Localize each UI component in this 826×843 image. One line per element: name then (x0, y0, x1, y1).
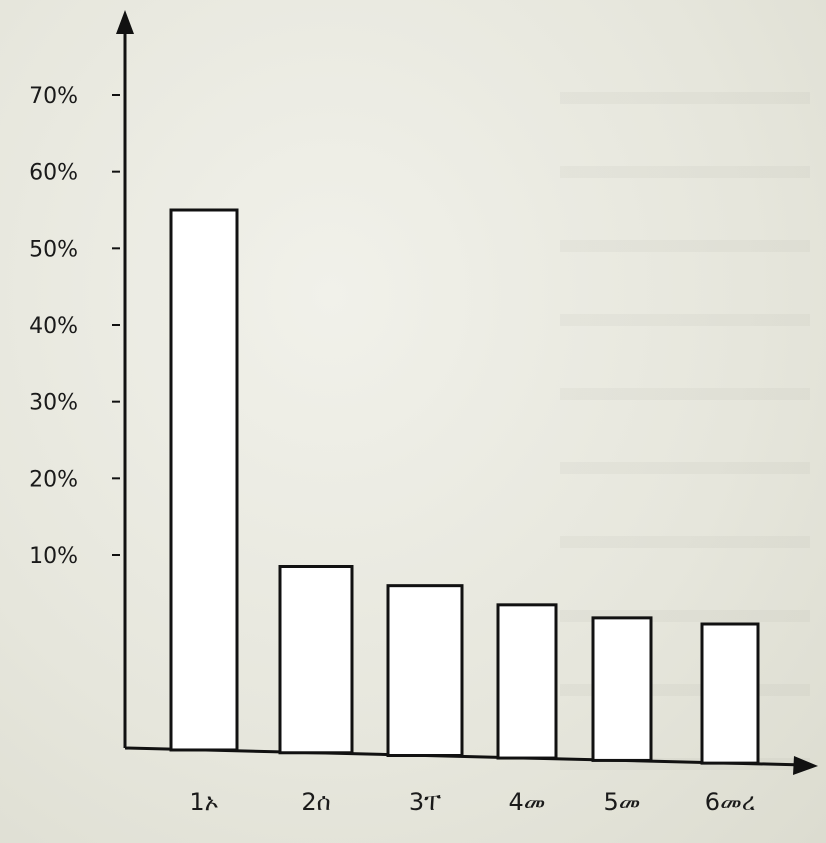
bar (700, 622, 760, 765)
x-tick-label: 6መረ (705, 788, 755, 816)
x-tick-label: 4መ (509, 788, 546, 816)
x-labels: 1ኦ 2ሰ 3ፐ 4መ 5መ 6መረ (189, 788, 755, 816)
bar (591, 616, 653, 762)
x-tick-label: 3ፐ (409, 788, 441, 816)
y-tick-label: 20% (29, 467, 78, 492)
x-axis-arrow (793, 756, 818, 775)
y-axis-arrow (116, 10, 134, 34)
bar (386, 584, 464, 758)
y-tick-label: 70% (29, 84, 78, 109)
x-tick-label: 5መ (604, 788, 641, 816)
x-tick-label: 1ኦ (189, 788, 218, 816)
bar (169, 208, 239, 752)
bar (278, 565, 354, 755)
y-tick-label: 60% (29, 161, 78, 186)
y-tick-label: 30% (29, 391, 78, 416)
y-tick-label: 40% (29, 314, 78, 339)
y-tick-label: 50% (29, 237, 78, 262)
x-tick-label: 2ሰ (301, 788, 330, 816)
y-tick-label: 10% (29, 544, 78, 569)
bars (169, 208, 760, 765)
y-ticks: 10% 20% 30% 40% 50% 60% 70% (29, 84, 120, 569)
bar (496, 603, 558, 760)
